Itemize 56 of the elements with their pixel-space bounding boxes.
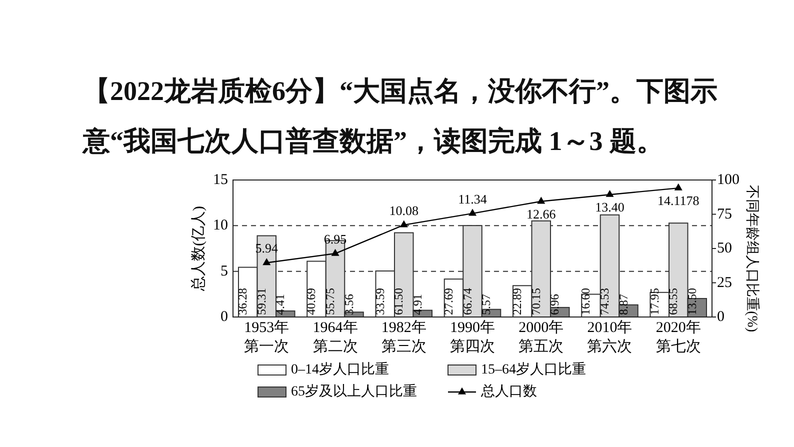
y2-tick-label: 50	[717, 240, 732, 256]
data-label: 10.08	[389, 202, 418, 218]
data-label: 33.59	[372, 288, 387, 315]
point	[537, 196, 546, 204]
legend-label: 总人口数	[480, 384, 537, 400]
y-tick-label: 10	[213, 218, 228, 234]
data-label: 66.74	[460, 288, 474, 315]
y2-axis-title: 不同年龄组人口比重(%)	[744, 185, 760, 332]
point	[468, 208, 477, 216]
x-tick-label: 1953年第一次	[244, 319, 290, 355]
y-tick-label: 5	[220, 263, 228, 280]
x-tick-label: 1990年第四次	[450, 319, 495, 355]
data-label: 4.91	[410, 294, 424, 315]
x-tick-label: 2000年第五次	[518, 319, 564, 355]
chart-title: 【2022龙岩质检6分】“大国点名，没你不行”。下图示意“我国七次人口普查数据”，读图完成 1～3 题。	[83, 75, 718, 158]
data-label: 55.75	[323, 288, 337, 315]
data-label: 16.60	[578, 288, 593, 315]
data-label: 12.66	[526, 206, 556, 222]
data-label: 22.89	[510, 288, 524, 315]
x-tick-label: 2010年第六次	[587, 319, 632, 355]
data-label: 74.53	[598, 288, 612, 315]
point	[400, 220, 408, 228]
y-axis-title: 总人数(亿人)	[190, 206, 207, 292]
data-label: 27.69	[441, 288, 456, 315]
data-label: 61.50	[392, 288, 406, 315]
data-label: 59.31	[254, 288, 268, 315]
data-label: 5.57	[479, 294, 494, 315]
y-tick-label: 0	[220, 309, 228, 325]
point	[331, 248, 340, 256]
y2-tick-label: 75	[717, 206, 732, 222]
y2-tick-label: 25	[717, 274, 732, 291]
data-label: 17.95	[647, 288, 662, 315]
data-label: 11.34	[458, 191, 488, 206]
point	[674, 183, 682, 190]
data-label: 70.15	[528, 288, 543, 315]
data-label: 36.28	[236, 288, 250, 315]
legend-label: 65岁及以上人口比重	[291, 384, 417, 400]
y2-tick-label: 0	[717, 309, 724, 325]
data-label: 13.50	[684, 288, 699, 315]
x-tick-label: 2020年第七次	[656, 319, 701, 355]
data-label: 68.55	[666, 288, 680, 315]
point	[606, 190, 614, 197]
data-label: 4.41	[273, 294, 288, 315]
y-tick-label: 15	[213, 172, 228, 188]
point	[262, 258, 271, 266]
legend-label: 0–14岁人口比重	[291, 362, 389, 378]
legend-label: 15–64岁人口比重	[481, 362, 586, 378]
data-label: 14.1178	[657, 193, 700, 208]
data-label: 40.69	[304, 288, 318, 315]
data-label: 3.56	[342, 294, 356, 315]
x-tick-label: 1964年第二次	[312, 319, 358, 355]
x-tick-label: 1982年第三次	[381, 319, 426, 355]
data-label: 8.87	[616, 294, 630, 315]
y2-tick-label: 100	[717, 172, 740, 188]
data-label: 6.96	[548, 294, 562, 315]
data-label: 13.40	[595, 200, 624, 215]
